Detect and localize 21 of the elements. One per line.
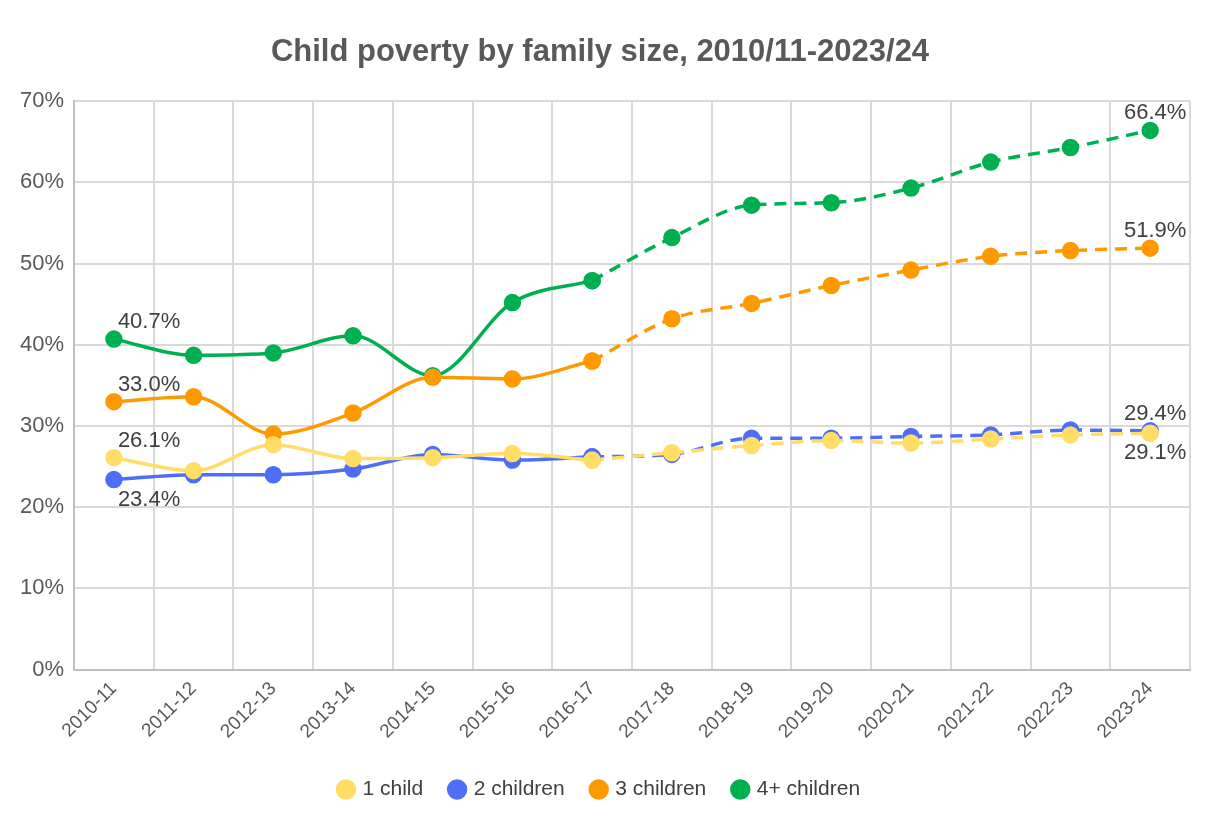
legend-label: 1 child <box>362 776 424 800</box>
legend-label: 4+ children <box>756 776 861 800</box>
data-label: 66.4% <box>1123 99 1187 125</box>
y-tick-label: 10% <box>19 574 65 600</box>
y-tick-label: 70% <box>19 87 65 113</box>
data-label: 29.1% <box>1123 439 1187 465</box>
y-tick-label: 30% <box>19 412 65 438</box>
y-tick-label: 50% <box>19 249 65 275</box>
data-label: 26.1% <box>117 426 181 452</box>
y-tick-label: 60% <box>19 168 65 194</box>
data-label: 29.4% <box>1123 399 1187 425</box>
y-tick-label: 0% <box>32 655 65 681</box>
data-label: 40.7% <box>117 308 181 334</box>
data-label: 33.0% <box>117 370 181 396</box>
legend-label: 3 children <box>615 776 707 800</box>
legend-label: 2 children <box>473 776 565 800</box>
data-label: 23.4% <box>117 485 181 511</box>
data-label: 51.9% <box>1123 217 1187 243</box>
y-tick-label: 20% <box>19 493 65 519</box>
y-tick-label: 40% <box>19 330 65 356</box>
chart-title: Child poverty by family size, 2010/11-2023/24 <box>270 33 930 69</box>
